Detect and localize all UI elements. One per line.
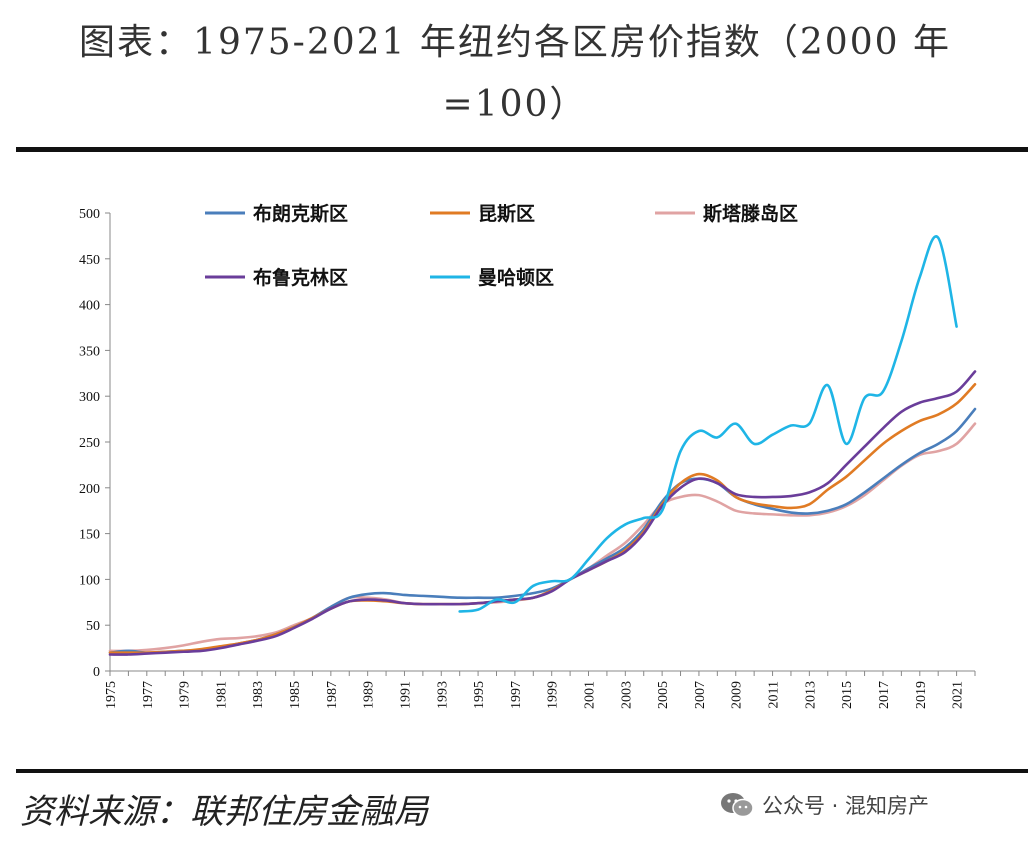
wechat-icon (721, 793, 754, 818)
chart-title-line1: 图表：1975-2021 年纽约各区房价指数（2000 年 (79, 22, 951, 63)
y-tick-label: 0 (93, 665, 100, 680)
x-tick-label: 1989 (362, 681, 377, 709)
series-line-2 (108, 422, 977, 653)
y-tick-label: 350 (79, 344, 100, 359)
x-tick-label: 1997 (509, 681, 524, 709)
line-chart: 0 50 100 150 200 250 300 350 400 450 500 1975 1977 19… (79, 202, 977, 709)
legend-label-1: 昆斯区 (478, 202, 535, 225)
x-tick-label: 2013 (803, 681, 818, 709)
series-line-0 (108, 407, 977, 654)
y-tick-label: 300 (79, 390, 100, 405)
x-tick-label: 1977 (141, 681, 156, 709)
legend-label-4: 曼哈顿区 (478, 266, 554, 289)
series-line-1 (108, 382, 977, 655)
x-tick-label: 2007 (693, 681, 708, 709)
x-tick-label: 2017 (877, 681, 892, 709)
chart-title: 图表：1975-2021 年纽约各区房价指数（2000 年 =100） (0, 12, 1030, 136)
y-tick-label: 500 (79, 207, 100, 222)
x-tick-label: 2001 (583, 681, 598, 709)
source-note: 资料来源：联邦住房金融局 (20, 792, 428, 832)
y-tick-label: 100 (79, 573, 100, 588)
top-divider (16, 147, 1028, 152)
y-tick-label: 150 (79, 528, 100, 543)
x-tick-label: 1983 (251, 681, 266, 709)
y-tick-label: 250 (79, 436, 100, 451)
legend-label-2: 斯塔滕岛区 (703, 202, 798, 225)
x-tick-label: 2005 (656, 681, 671, 709)
series-line-3 (108, 370, 977, 656)
legend-label-3: 布鲁克林区 (253, 266, 348, 289)
x-tick-label: 1975 (104, 681, 119, 709)
series-line-4 (458, 235, 958, 613)
x-tick-label: 1993 (435, 681, 450, 709)
chart-series (108, 235, 977, 656)
x-tick-label: 2019 (914, 681, 929, 709)
chart-axes: 0 50 100 150 200 250 300 350 400 450 500 1975 1977 19… (79, 207, 976, 709)
x-tick-label: 1979 (178, 681, 193, 709)
x-tick-label: 1981 (214, 681, 229, 709)
bottom-divider (16, 769, 1028, 773)
chart-title-line2: =100） (442, 84, 588, 125)
x-tick-label: 1999 (546, 681, 561, 709)
y-tick-label: 450 (79, 253, 100, 268)
y-tick-label: 400 (79, 299, 100, 314)
watermark-text: 公众号 · 混知房产 (762, 794, 930, 818)
y-tick-label: 50 (86, 619, 100, 634)
y-tick-label: 200 (79, 482, 100, 497)
x-tick-label: 2015 (840, 681, 855, 709)
x-tick-label: 2003 (619, 681, 634, 709)
x-tick-label: 1985 (288, 681, 303, 709)
x-tick-label: 1991 (398, 681, 413, 709)
x-tick-label: 1987 (325, 681, 340, 709)
x-tick-label: 2011 (767, 681, 782, 708)
x-tick-label: 1995 (472, 681, 487, 709)
x-tick-label: 2021 (951, 681, 966, 709)
watermark: 公众号 · 混知房产 (720, 790, 929, 820)
legend-label-0: 布朗克斯区 (253, 202, 348, 225)
x-tick-label: 2009 (730, 681, 745, 709)
